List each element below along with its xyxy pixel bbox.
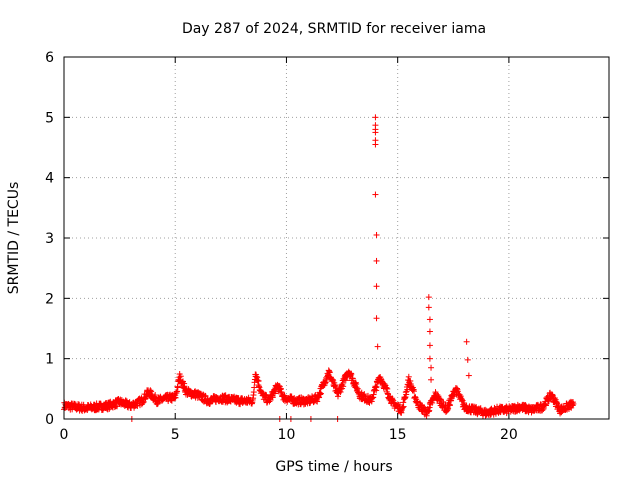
- data-point: [348, 371, 355, 378]
- chart-title: Day 287 of 2024, SRMTID for receiver iam…: [182, 21, 486, 37]
- data-point: [410, 388, 417, 395]
- y-tick-label: 1: [45, 352, 54, 368]
- y-tick-label: 2: [45, 291, 54, 307]
- y-tick-label: 6: [45, 50, 54, 66]
- data-point-spike: [426, 316, 433, 323]
- data-point: [404, 386, 411, 393]
- data-point: [317, 391, 324, 398]
- data-point: [134, 402, 141, 409]
- data-point: [542, 402, 549, 409]
- x-tick-label: 15: [389, 427, 407, 443]
- axis-ticks: 0 5 10 15 20 0 1 2 3 4 5 6: [45, 50, 609, 443]
- data-points: [61, 114, 577, 422]
- data-point-spike: [463, 338, 470, 345]
- data-point: [472, 404, 479, 411]
- y-tick-label: 5: [45, 110, 54, 126]
- data-point-spike: [428, 376, 435, 383]
- data-point: [373, 383, 380, 390]
- data-point: [251, 384, 258, 391]
- data-point-spike: [373, 257, 380, 264]
- data-point: [340, 383, 347, 390]
- data-point-spike: [372, 191, 379, 198]
- y-tick-label: 0: [45, 412, 54, 428]
- y-tick-label: 3: [45, 231, 54, 247]
- data-point: [342, 377, 349, 384]
- data-point-spike: [425, 304, 432, 311]
- data-point: [317, 390, 324, 397]
- y-tick-label: 4: [45, 171, 54, 187]
- data-point-spike: [426, 328, 433, 335]
- data-point-spike: [464, 356, 471, 363]
- data-point-spike: [373, 231, 380, 238]
- data-point: [445, 405, 452, 412]
- grid-lines: [64, 57, 609, 419]
- y-axis-label: SRMTID / TECUs: [6, 182, 22, 295]
- data-point: [361, 391, 368, 398]
- data-point: [521, 402, 528, 409]
- data-point: [255, 377, 262, 384]
- data-point-spike: [372, 141, 379, 148]
- data-point-spike: [425, 294, 432, 301]
- data-point: [570, 400, 577, 407]
- data-point: [522, 402, 529, 409]
- data-point: [177, 373, 184, 380]
- data-point-spike: [465, 372, 472, 379]
- x-tick-label: 20: [500, 427, 518, 443]
- data-point-spike: [426, 342, 433, 349]
- data-point-spike: [372, 129, 379, 136]
- data-point: [446, 402, 453, 409]
- data-point: [405, 373, 412, 380]
- x-tick-label: 0: [60, 427, 69, 443]
- data-point: [545, 398, 552, 405]
- data-point-spike: [372, 114, 379, 121]
- data-point-spike: [428, 364, 435, 371]
- data-point-spike: [373, 315, 380, 322]
- data-point: [269, 394, 276, 401]
- data-point-spike: [426, 355, 433, 362]
- data-point: [202, 392, 209, 399]
- data-point: [434, 391, 441, 398]
- data-point-spike: [374, 343, 381, 350]
- x-axis-label: GPS time / hours: [275, 459, 392, 475]
- x-tick-label: 5: [171, 427, 180, 443]
- data-point: [174, 384, 181, 391]
- plot-frame: [63, 56, 610, 420]
- data-point: [271, 390, 278, 397]
- data-point: [152, 392, 159, 399]
- data-point-spike: [373, 283, 380, 290]
- data-point: [326, 369, 333, 376]
- data-point: [147, 387, 154, 394]
- data-point: [400, 403, 407, 410]
- x-tick-label: 10: [278, 427, 296, 443]
